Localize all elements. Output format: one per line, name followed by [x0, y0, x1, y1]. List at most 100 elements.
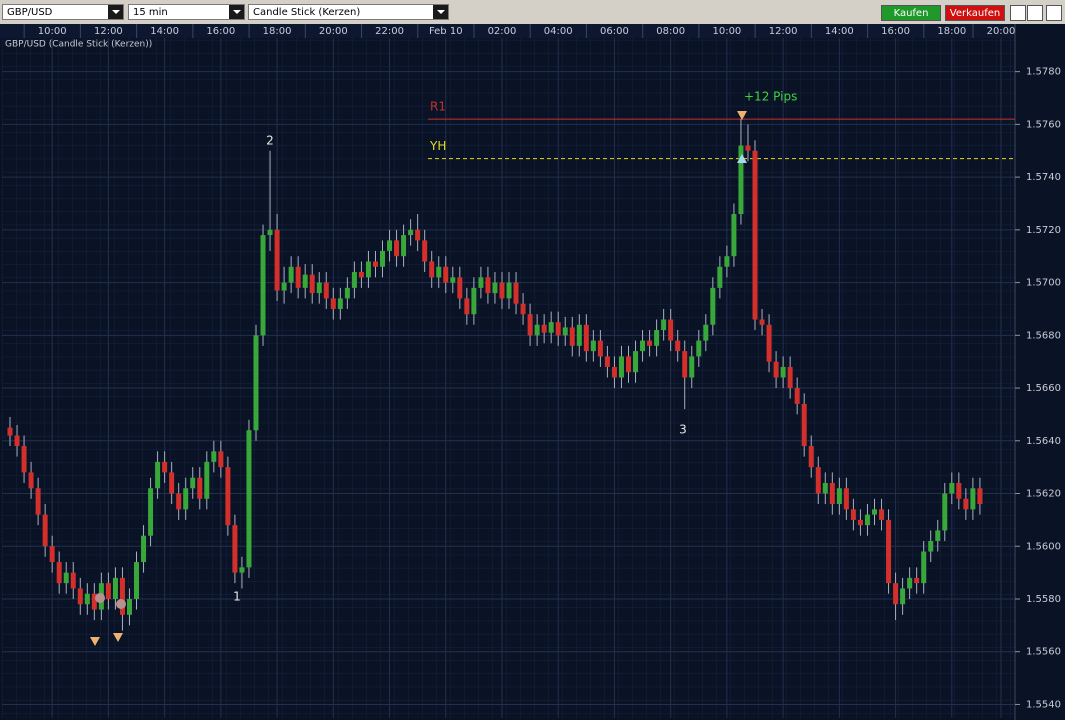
candle-body	[274, 229, 280, 291]
candle-body	[513, 282, 519, 304]
candle-body	[162, 461, 168, 473]
candle-body	[822, 482, 828, 494]
candle-body	[105, 583, 111, 599]
y-tick-label: 1.5600	[1026, 541, 1061, 552]
candle-body	[119, 577, 125, 615]
buy-button[interactable]: Kaufen	[881, 5, 941, 21]
candle-body	[204, 461, 210, 499]
candle-body	[28, 472, 34, 489]
chart-title: GBP/USD (Candle Stick (Kerzen))	[5, 40, 152, 50]
candle-body	[864, 514, 870, 526]
candle-body	[731, 214, 737, 257]
x-tick-label: 20:00	[987, 26, 1016, 37]
candle-body	[970, 488, 976, 510]
x-tick-label: 22:00	[375, 26, 404, 37]
candle-body	[935, 530, 941, 541]
candle-body	[703, 324, 709, 341]
x-tick-label: 10:00	[38, 26, 67, 37]
candle-body	[921, 551, 927, 584]
candle-body	[176, 493, 182, 510]
draw-icon[interactable]	[1027, 5, 1043, 21]
x-tick-label: 12:00	[769, 26, 798, 37]
candle-body	[134, 562, 140, 599]
candle-body	[562, 327, 568, 336]
candle-body	[288, 266, 294, 283]
candle-body	[794, 388, 800, 404]
dropdown-button[interactable]	[433, 5, 448, 19]
candle-body	[625, 356, 631, 373]
candle-body	[478, 277, 484, 288]
candle-body	[949, 482, 955, 494]
x-tick-label: 16:00	[206, 26, 235, 37]
x-tick-label: 12:00	[94, 26, 123, 37]
candle-body	[710, 287, 716, 325]
candle-body	[583, 324, 589, 352]
level-label: YH	[429, 139, 446, 153]
candle-body	[380, 250, 386, 267]
dropdown-button[interactable]	[108, 5, 123, 19]
interval-select[interactable]: 15 min	[128, 4, 245, 20]
candle-body	[696, 340, 702, 357]
candle-body	[647, 340, 653, 346]
x-tick-label: 14:00	[150, 26, 179, 37]
candle-body	[14, 435, 20, 447]
dropdown-button[interactable]	[229, 5, 244, 19]
candle-body	[541, 324, 547, 333]
y-tick-label: 1.5780	[1026, 67, 1061, 78]
sell-button[interactable]: Verkaufen	[945, 5, 1005, 21]
candle-body	[155, 461, 161, 489]
candle-body	[323, 282, 329, 299]
x-tick-label: 20:00	[319, 26, 348, 37]
y-tick-label: 1.5720	[1026, 225, 1061, 236]
signal-marker	[95, 593, 105, 603]
candle-body	[752, 150, 758, 320]
candle-body	[527, 314, 533, 336]
candle-body	[148, 488, 154, 536]
signal-marker	[737, 154, 747, 163]
bar-icon[interactable]	[1010, 5, 1026, 21]
candle-body	[56, 562, 62, 584]
candle-body	[281, 282, 287, 291]
candle-body	[394, 240, 400, 257]
candle-body	[190, 477, 196, 489]
candle-body	[49, 546, 55, 563]
candle-body	[415, 229, 421, 241]
candle-body	[358, 272, 364, 278]
candle-body	[63, 572, 69, 584]
symbol-select[interactable]: GBP/USD	[2, 4, 124, 20]
x-tick-label: 04:00	[544, 26, 573, 37]
candle-body	[443, 266, 449, 283]
candle-body	[169, 472, 175, 494]
candle-body	[7, 427, 13, 436]
candle-body	[576, 324, 582, 346]
candle-body	[309, 274, 315, 294]
candle-body	[745, 145, 751, 151]
x-tick-label: 10:00	[712, 26, 741, 37]
candle-body	[408, 229, 414, 236]
candle-body	[886, 519, 892, 584]
interval: 15 min	[133, 7, 168, 18]
candle-body	[316, 282, 322, 294]
candle-body	[850, 509, 856, 520]
candle-body	[492, 282, 498, 294]
style-select[interactable]: Candle Stick (Kerzen)	[248, 4, 449, 20]
candle-body	[879, 509, 885, 520]
candle-body	[857, 519, 863, 526]
candle-body	[668, 319, 674, 341]
candle-body	[787, 366, 793, 389]
y-tick-label: 1.5700	[1026, 278, 1061, 289]
candle-body	[42, 514, 48, 547]
candle-body	[590, 340, 596, 352]
candle-body	[260, 235, 266, 336]
candle-body	[689, 356, 695, 378]
candle-body	[520, 303, 526, 315]
window-icon[interactable]	[1046, 5, 1062, 21]
candle-body	[738, 145, 744, 215]
time-axis-band	[0, 24, 1015, 38]
fine-grid	[2, 38, 1015, 718]
candle-body	[91, 593, 97, 610]
x-tick-label: 18:00	[263, 26, 292, 37]
candle-body	[21, 446, 27, 473]
candle-body	[141, 535, 147, 563]
candle-body	[197, 477, 203, 499]
